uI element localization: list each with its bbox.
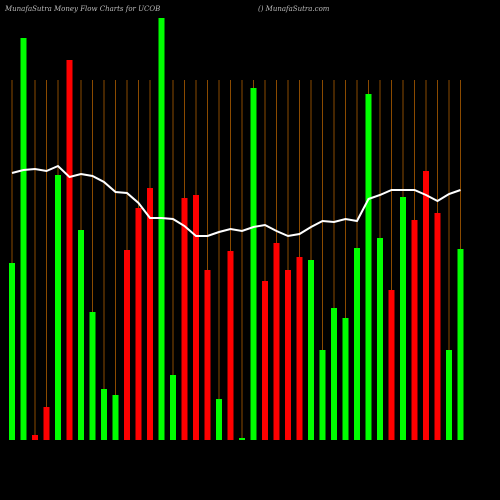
bar [434, 213, 441, 440]
bar [319, 350, 326, 440]
bar [262, 281, 268, 440]
bar [354, 248, 360, 440]
bar [308, 260, 314, 440]
bar [423, 171, 429, 440]
bar [158, 18, 165, 440]
bar [9, 263, 15, 440]
bar [285, 270, 291, 440]
bar [181, 198, 188, 440]
bar [388, 290, 395, 440]
bar [32, 435, 38, 440]
bar [239, 438, 245, 440]
bar [20, 38, 27, 440]
bar [147, 188, 153, 440]
bar [273, 243, 280, 440]
bar [296, 257, 303, 440]
bar [400, 197, 406, 440]
bar [43, 407, 50, 440]
bar [411, 220, 418, 440]
bar [101, 389, 107, 440]
bar [55, 175, 61, 440]
bar [446, 350, 452, 440]
bar [216, 399, 222, 440]
bar [457, 249, 464, 440]
bar [89, 312, 96, 440]
bar [112, 395, 119, 440]
money-flow-line [11, 164, 461, 238]
bar [204, 270, 211, 440]
bar [124, 250, 130, 440]
bar [377, 238, 383, 440]
bar [250, 88, 257, 440]
chart-subtitle: () MunafaSutra.com [258, 5, 330, 13]
chart-title: MunafaSutra Money Flow Charts for UCOB [4, 5, 160, 13]
bar [227, 251, 234, 440]
bar [135, 208, 142, 440]
bar [342, 318, 349, 440]
bar [170, 375, 176, 440]
bar [331, 308, 337, 440]
bar [66, 60, 73, 440]
bar [365, 94, 372, 440]
bar [78, 230, 84, 440]
bar [193, 195, 199, 440]
